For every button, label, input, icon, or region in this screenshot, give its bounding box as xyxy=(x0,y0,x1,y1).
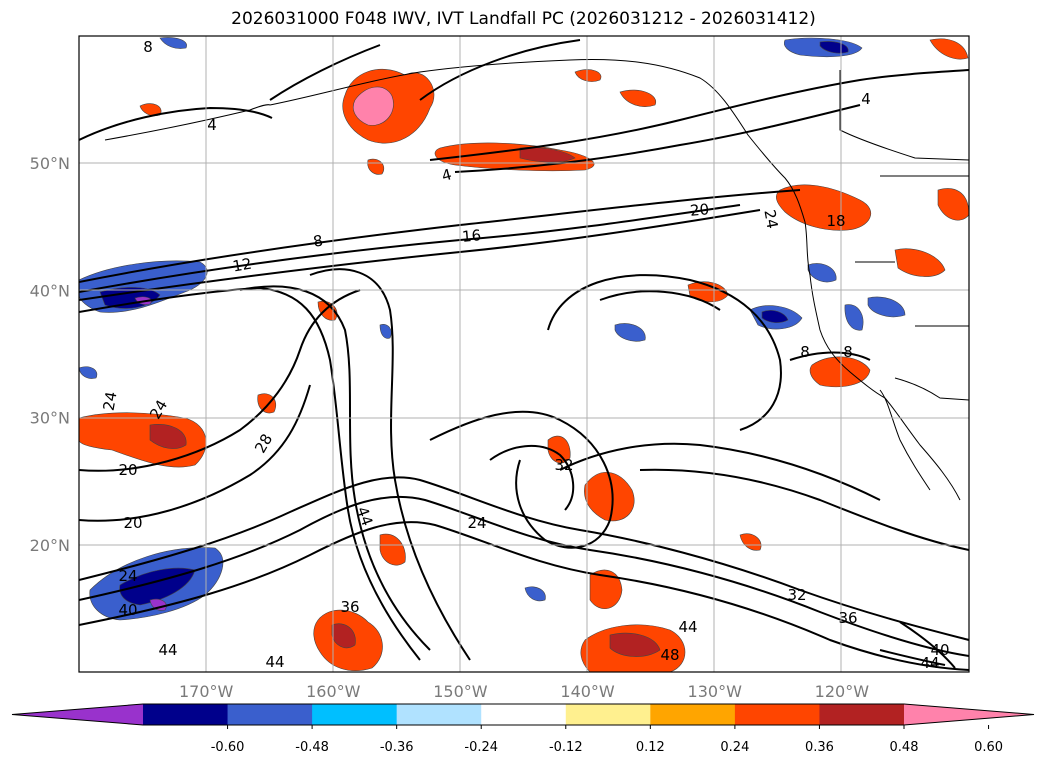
lon-tick-label: 140°W xyxy=(560,682,615,701)
colorbar-outline xyxy=(11,703,1035,726)
map-frame xyxy=(78,35,970,673)
colorbar-segment xyxy=(143,704,229,725)
contour-label: 24 xyxy=(467,514,486,532)
contour-label: 44 xyxy=(678,618,697,636)
colorbar-segment xyxy=(734,704,820,725)
colorbar-tick-label: 0.48 xyxy=(890,740,919,755)
colorbar-tick-label: -0.12 xyxy=(549,740,583,755)
colorbar-tick-label: -0.24 xyxy=(464,740,498,755)
colorbar-tick-label: -0.60 xyxy=(211,740,245,755)
coastline-na xyxy=(269,59,961,501)
lat-tick-label: 40°N xyxy=(30,281,70,300)
shade-interior xyxy=(894,248,946,277)
shade-south-3 xyxy=(589,569,623,609)
colorbar xyxy=(11,703,1035,726)
gridlines xyxy=(79,36,969,672)
contour-label: 8 xyxy=(312,231,325,250)
contour-label: 24 xyxy=(100,390,121,412)
colorbar-extend-low xyxy=(12,704,143,725)
shade-west-30n xyxy=(79,412,207,468)
colorbar-segment xyxy=(227,704,313,725)
lon-tick-label: 170°W xyxy=(179,682,234,701)
contour-20 xyxy=(79,286,421,661)
longitude-axis: 170°W 160°W 150°W 140°W 130°W 120°W xyxy=(179,682,869,701)
contour-label: 8 xyxy=(843,343,853,361)
lon-tick-label: 150°W xyxy=(433,682,488,701)
colorbar-segment xyxy=(312,704,398,725)
shade-california xyxy=(809,356,871,388)
map-layer xyxy=(79,36,969,672)
contour-label: 16 xyxy=(461,226,482,246)
contour-label: 20 xyxy=(689,200,710,220)
contour-label: 24 xyxy=(760,208,781,230)
colorbar-tick-label: 0.12 xyxy=(636,740,665,755)
lat-tick-label: 50°N xyxy=(30,154,70,173)
colorbar-segment xyxy=(565,704,651,725)
contour-label: 44 xyxy=(265,653,284,671)
colorbar-tick-label: 0.60 xyxy=(974,740,1003,755)
contour-label: 20 xyxy=(118,461,137,479)
shade-gulf-alaska-core xyxy=(352,86,394,126)
colorbar-segment xyxy=(650,704,736,725)
lon-tick-label: 130°W xyxy=(688,682,743,701)
shade-pnw xyxy=(776,184,871,231)
contour-label: 4 xyxy=(861,90,871,108)
contour-label: 44 xyxy=(920,654,939,672)
chart-title: 2026031000 F048 IWV, IVT Landfall PC (20… xyxy=(231,9,816,29)
shading-positive xyxy=(79,38,969,672)
contour-label: 32 xyxy=(554,456,573,474)
contour-label: 20 xyxy=(123,514,142,532)
contour-label: 8 xyxy=(800,343,810,361)
colorbar-labels: -0.60 -0.48 -0.36 -0.24 -0.12 0.12 0.24 0.36 0.4… xyxy=(211,725,1003,755)
contour-label: 36 xyxy=(340,598,359,616)
shading-negative xyxy=(79,37,906,621)
contour-label: 36 xyxy=(838,609,857,627)
contour-12 xyxy=(79,204,741,293)
contour-label: 12 xyxy=(231,255,253,276)
contour-label: 44 xyxy=(158,641,177,659)
colorbar-tick-label: -0.48 xyxy=(295,740,329,755)
lat-tick-label: 30°N xyxy=(30,409,70,428)
contour-label: 32 xyxy=(787,586,806,604)
colorbar-segment xyxy=(396,704,482,725)
contour-label: 4 xyxy=(440,165,454,185)
contour-label: 8 xyxy=(143,38,153,56)
colorbar-segment xyxy=(819,704,905,725)
contour-label: 40 xyxy=(118,601,137,619)
lat-tick-label: 20°N xyxy=(30,536,70,555)
colorbar-tick-label: -0.36 xyxy=(380,740,414,755)
colorbar-segment xyxy=(481,704,567,725)
contour-label: 4 xyxy=(207,116,217,134)
colorbar-tick-label: 0.36 xyxy=(805,740,834,755)
colorbar-extend-high xyxy=(904,704,1034,725)
latitude-axis: 50°N 40°N 30°N 20°N xyxy=(30,154,70,555)
lon-tick-label: 160°W xyxy=(306,682,361,701)
contour-label: 18 xyxy=(826,212,845,230)
contour-label: 48 xyxy=(660,646,679,664)
contour-label: 44 xyxy=(353,504,376,528)
contour-label: 40 xyxy=(930,641,949,659)
contour-24 xyxy=(79,476,969,641)
colorbar-tick-label: 0.24 xyxy=(720,740,749,755)
contour-label: 24 xyxy=(118,567,137,585)
lon-tick-label: 120°W xyxy=(815,682,870,701)
